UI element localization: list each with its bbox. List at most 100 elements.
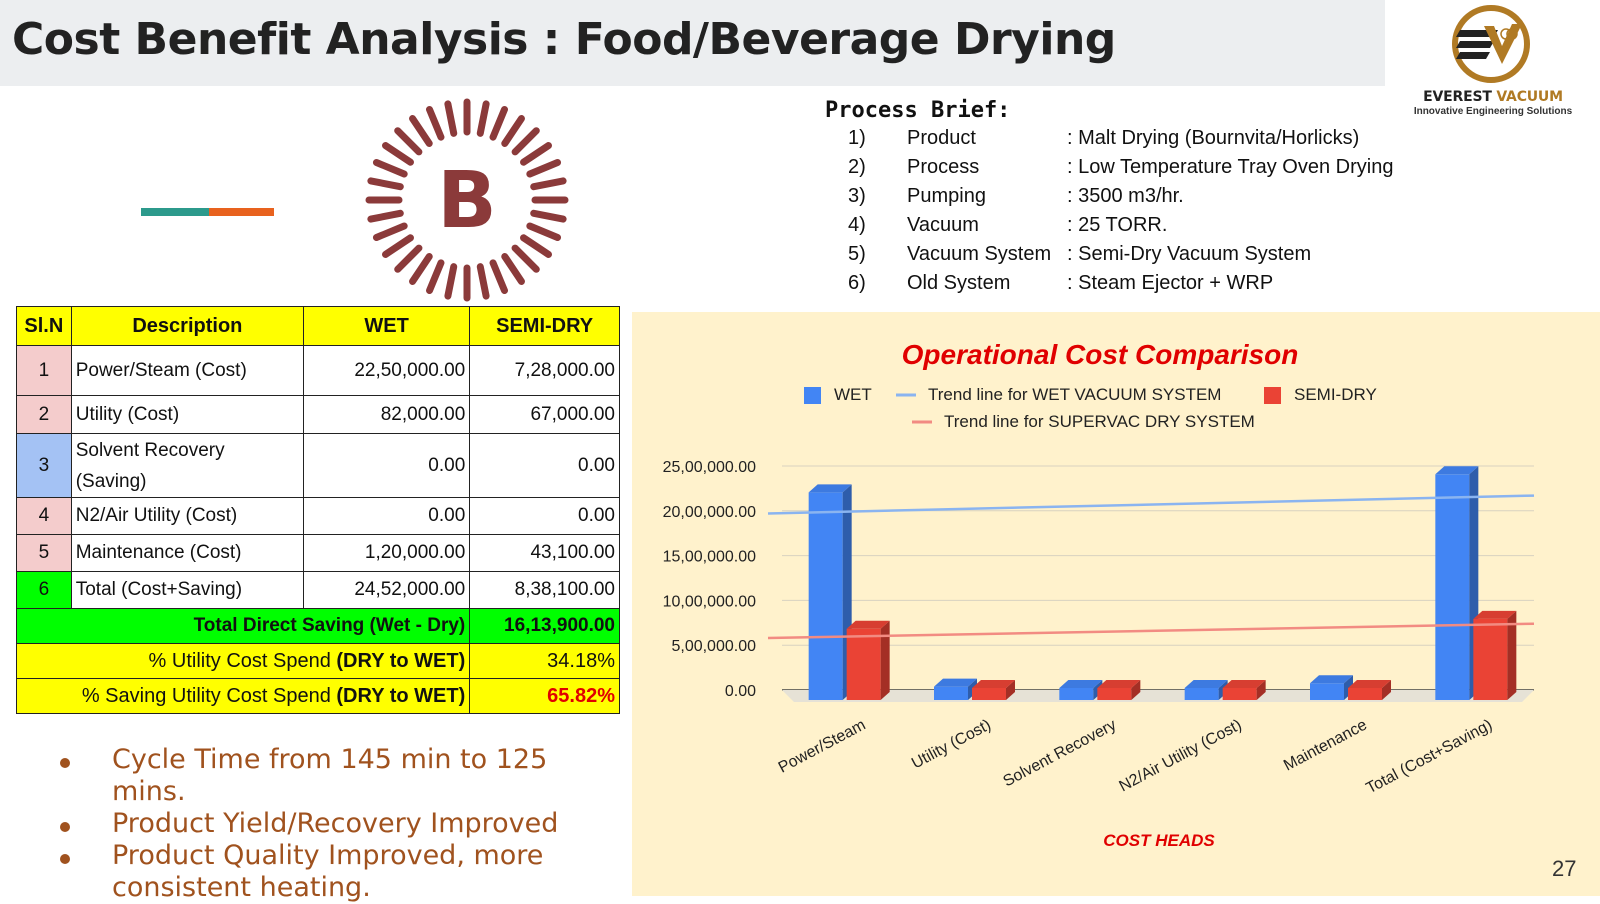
y-tick-label: 15,00,000.00 xyxy=(663,549,757,566)
decorative-line-teal xyxy=(141,208,209,216)
brief-item-value: : Low Temperature Tray Oven Drying xyxy=(1067,156,1394,178)
brief-item-number: 4) xyxy=(848,214,866,236)
utility-spend-row: % Utility Cost Spend (DRY to WET) 34.18% xyxy=(15,643,620,679)
row-sl: 1 xyxy=(16,345,72,396)
x-tick-label: N2/Air Utility (Cost) xyxy=(1116,717,1244,796)
bar-semi-dry xyxy=(1097,680,1141,700)
badge-ray xyxy=(367,177,404,191)
badge-ray xyxy=(372,222,408,242)
chart-legend: WET Trend line for WET VACUUM SYSTEM SEMI-… xyxy=(804,385,1377,431)
process-brief-item: 2) Process: Low Temperature Tray Oven Dry… xyxy=(825,156,1465,185)
brief-item-label: Vacuum System xyxy=(907,243,1052,265)
saving-spend-row: % Saving Utility Cost Spend (DRY to WET)… xyxy=(15,678,620,714)
everest-vacuum-logo-icon xyxy=(1452,5,1530,83)
list-item: Product Quality Improved, more consisten… xyxy=(52,840,612,904)
brief-item-number: 5) xyxy=(848,243,866,265)
badge-ray xyxy=(382,234,414,258)
saving-spend-value: 65.82% xyxy=(469,678,620,714)
process-brief-item: 1) Product: Malt Drying (Bournvita/Horlic… xyxy=(825,127,1465,156)
badge-ray xyxy=(511,244,540,273)
x-tick-label: Total (Cost+Saving) xyxy=(1364,717,1496,798)
badge-ray xyxy=(526,222,562,242)
chart-trendlines xyxy=(767,494,1535,640)
row-wet: 1,20,000.00 xyxy=(303,534,471,572)
table-row: 4 N2/Air Utility (Cost) 0.00 0.00 xyxy=(16,497,620,535)
y-tick-label: 0.00 xyxy=(725,683,756,700)
chart-y-ticks: 0.00 5,00,000.00 10,00,000.00 15,00,000.00 2… xyxy=(663,459,757,700)
logo-wordmark: EVEREST VACUUM xyxy=(1398,89,1588,105)
header-semi-dry: SEMI-DRY xyxy=(469,306,620,346)
row-description: Maintenance (Cost) xyxy=(70,534,305,572)
row-sl: 5 xyxy=(16,534,72,572)
y-tick-label: 20,00,000.00 xyxy=(663,504,757,521)
table-row: 1 Power/Steam (Cost) 22,50,000.00 7,28,0… xyxy=(16,345,620,396)
bullet-icon xyxy=(60,822,70,832)
legend-dry-trend: Trend line for SUPERVAC DRY SYSTEM xyxy=(912,412,1255,431)
bar-wet xyxy=(808,484,852,700)
bar-wet xyxy=(1435,466,1479,700)
process-brief-item: 4) Vacuum: 25 TORR. xyxy=(825,214,1465,243)
badge-ray xyxy=(476,263,490,300)
x-tick-label: Solvent Recovery xyxy=(1001,717,1120,791)
legend-label: Trend line for SUPERVAC DRY SYSTEM xyxy=(944,412,1255,431)
y-tick-label: 25,00,000.00 xyxy=(663,459,757,476)
brief-item-label: Product xyxy=(907,127,976,149)
brief-item-label: Old System xyxy=(907,272,1011,294)
row-semi-dry: 0.00 xyxy=(469,497,620,535)
header-description: Description xyxy=(70,306,305,346)
chart-grid xyxy=(782,465,1534,702)
bullet-text: Product Yield/Recovery Improved xyxy=(112,808,559,839)
table-row: 3 Solvent Recovery (Saving) 0.00 0.00 xyxy=(16,433,620,498)
operational-cost-chart: Operational Cost Comparison WET Trend lin… xyxy=(663,339,1535,850)
row-semi-dry: 0.00 xyxy=(469,433,620,498)
company-logo: EVEREST VACUUM Innovative Engineering So… xyxy=(1398,2,1588,120)
table-row: 2 Utility (Cost) 82,000.00 67,000.00 xyxy=(16,395,620,434)
row-sl: 2 xyxy=(16,395,72,434)
badge-ray xyxy=(444,263,458,300)
bullet-text: Product Quality Improved, more consisten… xyxy=(112,840,544,903)
row-semi-dry: 67,000.00 xyxy=(469,395,620,434)
header-sl: Sl.N xyxy=(16,306,72,346)
badge-ray xyxy=(425,259,445,295)
bar-wet xyxy=(934,678,977,700)
header-wet: WET xyxy=(303,306,471,346)
row-description: Power/Steam (Cost) xyxy=(70,345,305,396)
badge-ray xyxy=(489,105,509,141)
saving-spend-label-cell: % Saving Utility Cost Spend (DRY to WET) xyxy=(15,678,471,714)
brief-item-label: Pumping xyxy=(907,185,986,207)
legend-label: Trend line for WET VACUUM SYSTEM xyxy=(928,385,1221,404)
process-brief: Process Brief: 1) Product: Malt Drying (B… xyxy=(825,98,1465,301)
bar-wet xyxy=(1059,680,1103,700)
list-item: Cycle Time from 145 min to 125 mins. xyxy=(52,744,612,808)
chart-panel: Operational Cost Comparison WET Trend lin… xyxy=(632,312,1600,896)
badge-ray xyxy=(501,253,525,285)
badge-ray xyxy=(501,115,525,147)
bullet-icon xyxy=(60,758,70,768)
y-tick-label: 10,00,000.00 xyxy=(663,593,757,610)
badge-ray xyxy=(530,209,567,223)
badge-ray xyxy=(425,105,445,141)
total-saving-row: Total Direct Saving (Wet - Dry) 16,13,90… xyxy=(15,608,620,644)
sunburst-icon: B xyxy=(365,98,569,302)
b-sun-badge: B xyxy=(362,95,572,305)
saving-spend-label-bold: (DRY to WET) xyxy=(336,684,466,707)
row-wet: 82,000.00 xyxy=(303,395,471,434)
badge-ray xyxy=(489,259,509,295)
table-row: 6 Total (Cost+Saving) 24,52,000.00 8,38,… xyxy=(16,571,620,609)
badge-ray xyxy=(520,142,552,166)
table-row: 5 Maintenance (Cost) 1,20,000.00 43,100.… xyxy=(16,534,620,572)
bar-semi-dry xyxy=(1222,680,1266,700)
legend-wet-trend: Trend line for WET VACUUM SYSTEM xyxy=(896,385,1221,404)
brief-item-value: : 3500 m3/hr. xyxy=(1067,185,1184,207)
badge-ray xyxy=(476,100,490,137)
bullet-text: Cycle Time from 145 min to 125 mins. xyxy=(112,744,548,807)
x-tick-label: Power/Steam xyxy=(776,717,869,777)
badge-ray xyxy=(511,127,540,156)
row-sl: 4 xyxy=(16,497,72,535)
bar-wet xyxy=(1310,675,1353,700)
bullet-icon xyxy=(60,854,70,864)
badge-ray xyxy=(444,100,458,137)
badge-ray xyxy=(394,127,423,156)
row-description: N2/Air Utility (Cost) xyxy=(70,497,305,535)
logo-word-vacuum: VACUUM xyxy=(1496,89,1563,105)
